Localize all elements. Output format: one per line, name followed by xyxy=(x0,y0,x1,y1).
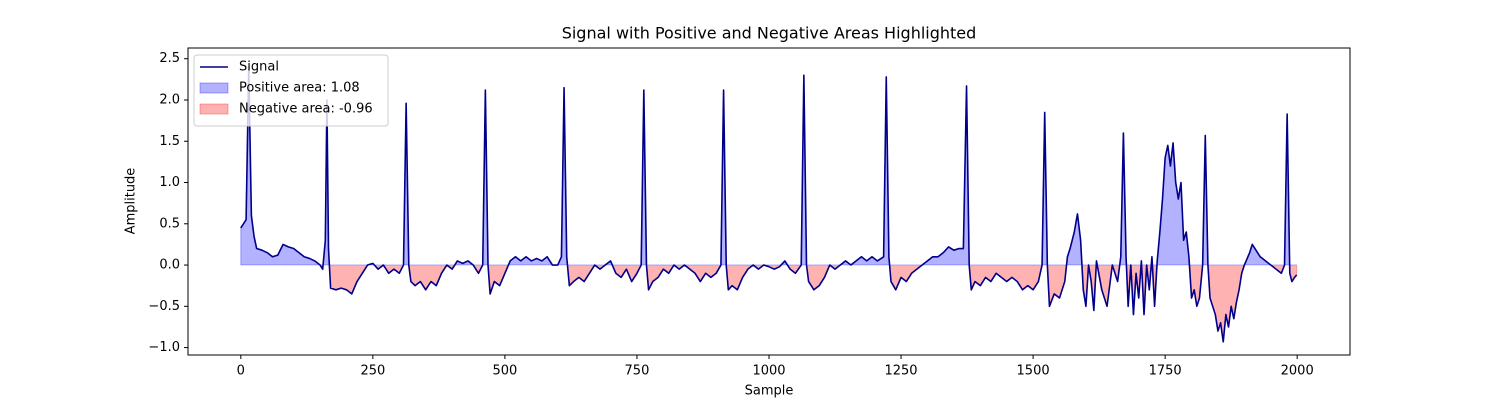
legend-label: Positive area: 1.08 xyxy=(239,81,360,96)
y-tick-label: −0.5 xyxy=(148,299,180,314)
legend: Signal Positive area: 1.08 Negative area: … xyxy=(193,54,389,127)
x-tick-label: 1500 xyxy=(1017,364,1050,379)
x-tick-label: 1000 xyxy=(752,364,785,379)
chart-title: Signal with Positive and Negative Areas … xyxy=(562,24,977,43)
plot-area: 0 250 500 750 1000 1250 1500 1750 2000 −1.0 −0.5 0.… xyxy=(148,47,1351,379)
x-tick-label: 0 xyxy=(237,364,245,379)
y-tick-label: 0.5 xyxy=(159,216,180,231)
x-tick-label: 500 xyxy=(492,364,517,379)
x-axis-label: Sample xyxy=(745,384,794,399)
x-tick-label: 1250 xyxy=(884,364,917,379)
legend-patch xyxy=(199,82,229,94)
y-tick-label: 2.0 xyxy=(159,92,180,107)
legend-box xyxy=(193,54,389,127)
x-tick-label: 250 xyxy=(360,364,385,379)
y-tick-label: 1.0 xyxy=(159,175,180,190)
x-tick-label: 1750 xyxy=(1149,364,1182,379)
x-tick-label: 750 xyxy=(625,364,650,379)
signal-line xyxy=(240,66,1298,343)
legend-patch xyxy=(199,103,229,115)
y-tick-label: 0.0 xyxy=(159,258,180,273)
y-tick-label: 1.5 xyxy=(159,134,180,149)
legend-label: Negative area: -0.96 xyxy=(239,102,373,117)
y-tick-label: −1.0 xyxy=(148,340,180,355)
legend-label: Signal xyxy=(239,60,279,75)
y-tick-label: 2.5 xyxy=(159,51,180,66)
x-tick-label: 2000 xyxy=(1281,364,1314,379)
y-axis-label: Amplitude xyxy=(124,168,139,235)
